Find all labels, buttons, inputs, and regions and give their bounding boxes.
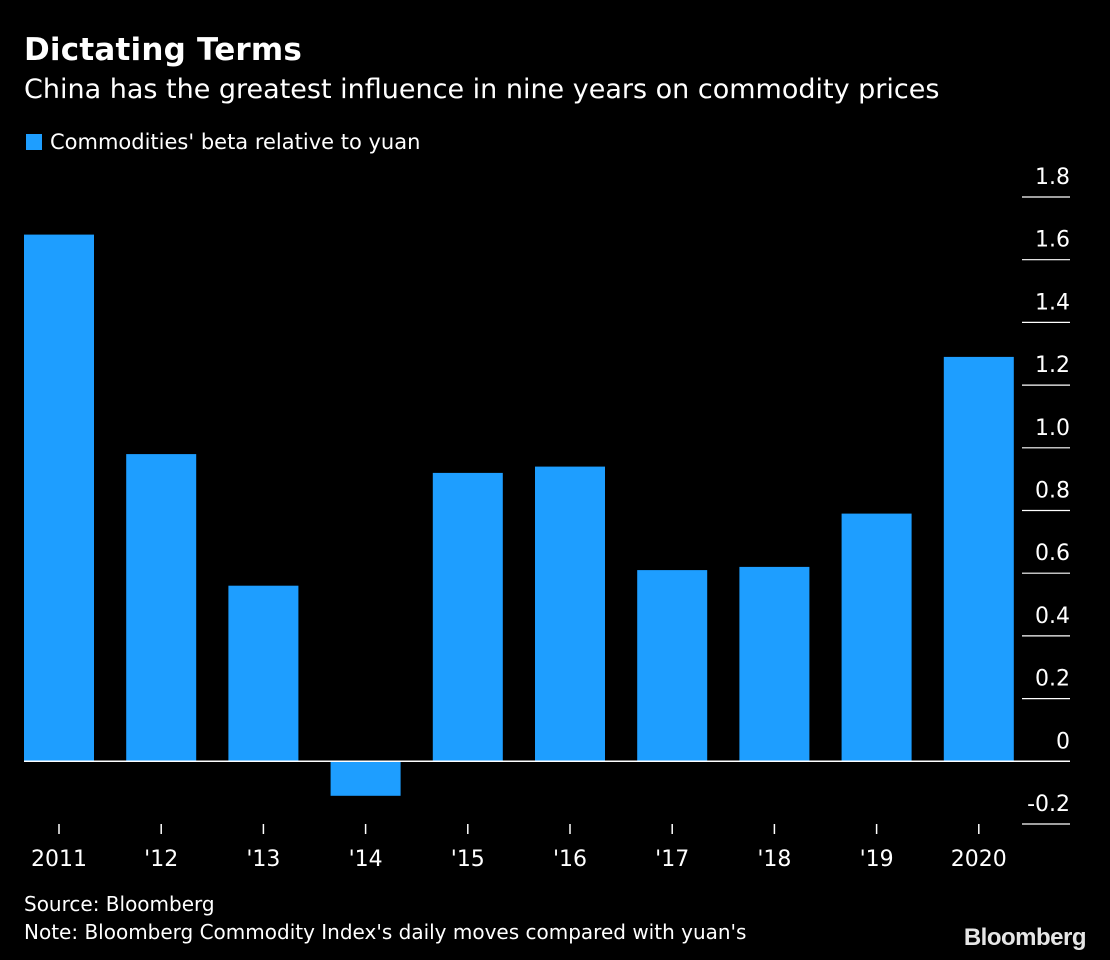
y-tick-label: 0.2 [1035, 667, 1070, 692]
source-text: Source: Bloomberg [24, 892, 215, 916]
bar [943, 356, 1014, 762]
bar [637, 570, 708, 762]
bar [24, 234, 94, 762]
bloomberg-logo: Bloomberg [963, 924, 1087, 951]
y-tick-label: 1.0 [1035, 416, 1070, 441]
legend-swatch [26, 134, 42, 150]
bar [739, 566, 810, 762]
bar [126, 454, 197, 762]
x-tick-label: '13 [246, 847, 280, 872]
chart-subtitle: China has the greatest influence in nine… [24, 74, 940, 105]
x-tick-label: '17 [655, 847, 689, 872]
chart-legend: Commodities' beta relative to yuan [26, 130, 420, 154]
y-tick-label: 1.2 [1035, 353, 1070, 378]
y-tick-label: 1.4 [1035, 290, 1070, 315]
note-text: Note: Bloomberg Commodity Index's daily … [24, 920, 747, 944]
bar [841, 513, 912, 762]
x-tick-label: 2020 [951, 847, 1007, 872]
y-tick-label: 0.4 [1035, 604, 1070, 629]
bar [228, 585, 299, 762]
x-tick-label: '14 [349, 847, 383, 872]
x-tick-label: '15 [451, 847, 485, 872]
legend-label: Commodities' beta relative to yuan [50, 130, 421, 154]
y-tick-label: 0.8 [1035, 479, 1070, 504]
bar [535, 466, 605, 762]
y-tick-label: 0.6 [1035, 541, 1070, 566]
bar-chart: 2011 '12 '13 '14 '15 '16 '17 '18 '19 2020 1.8 1.6 1.… [24, 165, 1070, 872]
x-tick-label: '18 [757, 847, 791, 872]
y-tick-label: 0 [1056, 729, 1070, 754]
y-tick-label: 1.6 [1035, 228, 1070, 253]
chart-title: Dictating Terms [24, 32, 303, 68]
x-tick-label: '16 [553, 847, 587, 872]
bar [432, 472, 503, 762]
y-tick-label: -0.2 [1027, 792, 1070, 817]
chart-footer: Source: Bloomberg Note: Bloomberg Commod… [24, 890, 746, 946]
x-tick-label: '12 [144, 847, 178, 872]
x-tick-label: '19 [860, 847, 894, 872]
bar [330, 761, 401, 796]
x-tick-label: 2011 [31, 847, 87, 872]
y-tick-label: 1.8 [1035, 165, 1070, 190]
